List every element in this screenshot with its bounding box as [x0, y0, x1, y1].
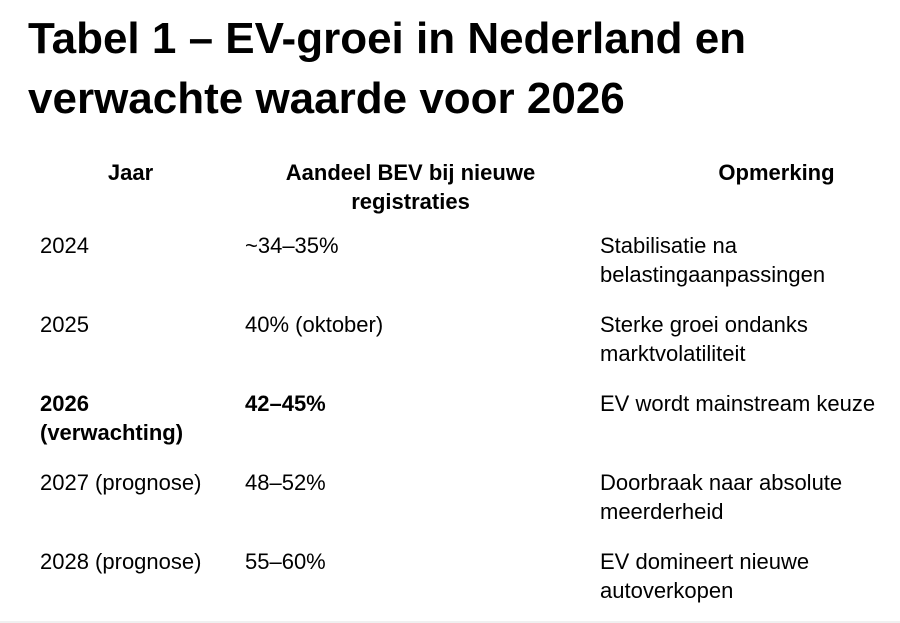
cell-aandeel: 40% (oktober) [245, 312, 384, 337]
cell-jaar: 2028 (prognose) [40, 549, 202, 574]
table-row: 2027 (prognose) 48–52% Doorbraak naar ab… [28, 453, 900, 532]
cell-jaar: 2026 (verwachting) [40, 391, 184, 445]
bottom-divider [0, 621, 900, 623]
cell-aandeel: 55–60% [245, 549, 326, 574]
table-row: 2028 (prognose) 55–60% EV domineert nieu… [28, 532, 900, 611]
table-row: 2025 40% (oktober) Sterke groei ondanks … [28, 295, 900, 374]
cell-opmerking: Sterke groei ondanks marktvolatiliteit [600, 312, 808, 366]
column-header-opmerking: Opmerking [718, 160, 835, 185]
cell-jaar: 2025 [40, 312, 89, 337]
cell-aandeel: 42–45% [245, 391, 326, 416]
cell-aandeel: 48–52% [245, 470, 326, 495]
table-title: Tabel 1 – EV-groei in Nederland en verwa… [28, 14, 747, 123]
cell-opmerking: Doorbraak naar absolute meerderheid [600, 470, 843, 524]
column-header-aandeel-bev: Aandeel BEV bij nieuwe registraties [285, 160, 536, 214]
ev-growth-table: Jaar Aandeel BEV bij nieuwe registraties… [28, 159, 900, 611]
cell-aandeel: ~34–35% [245, 233, 339, 258]
cell-jaar: 2024 [40, 233, 89, 258]
cell-opmerking: Stabilisatie na belastingaanpassingen [600, 233, 826, 287]
table-row: 2026 (verwachting) 42–45% EV wordt mains… [28, 374, 900, 453]
cell-opmerking: EV wordt mainstream keuze [600, 391, 876, 416]
table-header-row: Jaar Aandeel BEV bij nieuwe registraties… [28, 159, 900, 216]
cell-jaar: 2027 (prognose) [40, 470, 202, 495]
cell-opmerking: EV domineert nieuwe autoverkopen [600, 549, 810, 603]
column-header-jaar: Jaar [107, 160, 154, 185]
table-row: 2024 ~34–35% Stabilisatie na belastingaa… [28, 216, 900, 295]
